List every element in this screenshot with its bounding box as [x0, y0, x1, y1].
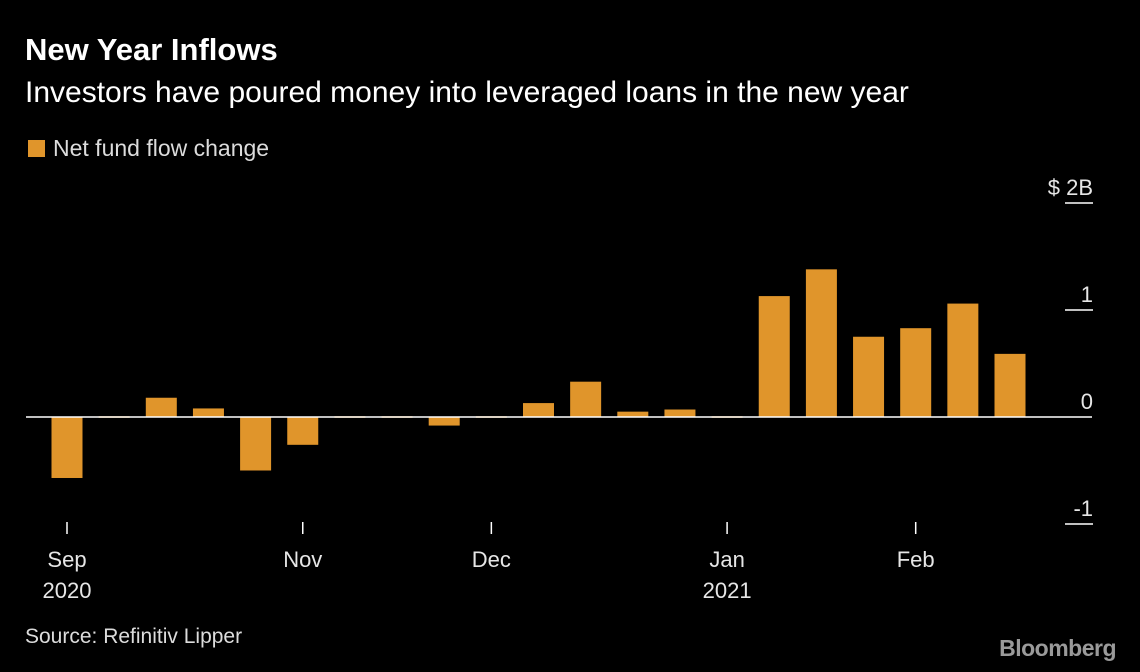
chart-subtitle: Investors have poured money into leverag… [25, 76, 909, 109]
x-tick-year-label: 2021 [703, 578, 752, 603]
bar [853, 336, 885, 417]
x-tick-label: Jan [709, 547, 744, 572]
bar [617, 411, 649, 417]
bar [805, 269, 837, 417]
y-tick-label: -1 [1073, 496, 1093, 521]
chart-title: New Year Inflows [25, 32, 278, 67]
bar [664, 409, 696, 417]
bar [947, 303, 979, 417]
bloomberg-logo: Bloomberg [999, 635, 1116, 661]
bar [428, 417, 460, 426]
bar [287, 417, 319, 445]
y-tick-label: 1 [1081, 282, 1093, 307]
y-tick-label: 0 [1081, 389, 1093, 414]
x-axis: Sep 2020 Nov Dec Jan 2021 Feb [43, 522, 935, 603]
y-tick-label: $ 2B [1048, 175, 1093, 200]
bar [758, 296, 790, 417]
bar [240, 417, 272, 471]
legend-label: Net fund flow change [53, 134, 270, 161]
bar [994, 353, 1026, 417]
source-note: Source: Refinitiv Lipper [25, 625, 243, 648]
x-tick-label: Sep [47, 547, 86, 572]
x-tick-label: Nov [283, 547, 322, 572]
x-tick-year-label: 2020 [43, 578, 92, 603]
x-tick-label: Feb [897, 547, 935, 572]
bar [192, 408, 224, 417]
legend-swatch [28, 139, 45, 157]
legend: Net fund flow change [28, 136, 269, 160]
y-axis: $ 2B 1 0 -1 [1048, 175, 1093, 525]
bar [51, 417, 83, 478]
bar [900, 328, 932, 417]
x-tick-label: Dec [472, 547, 511, 572]
bars-group [51, 269, 1026, 478]
bar [523, 403, 554, 417]
bar [570, 381, 602, 417]
bar [145, 397, 177, 417]
